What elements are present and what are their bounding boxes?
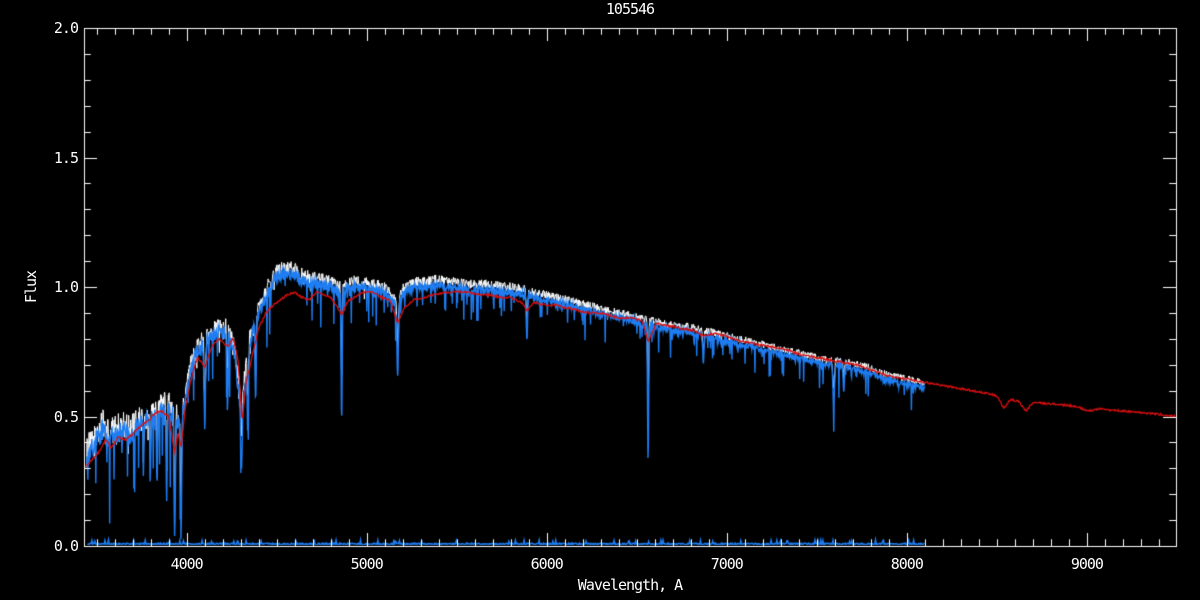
y-tick-label: 0.0 — [53, 537, 79, 555]
y-tick-label: 0.5 — [53, 407, 79, 426]
x-tick-label: 9000 — [1070, 555, 1104, 573]
y-tick-label: 1.5 — [53, 148, 79, 167]
x-tick-label: 8000 — [890, 555, 924, 573]
x-tick-label: 4000 — [170, 555, 204, 573]
x-tick-label: 5000 — [350, 555, 384, 573]
x-tick-label: 6000 — [530, 555, 564, 573]
y-tick-label: 2.0 — [53, 19, 79, 37]
x-tick-label: 7000 — [710, 555, 744, 573]
plot-title: 105546 — [605, 0, 655, 18]
x-axis-label: Wavelength, A — [577, 576, 683, 594]
y-tick-label: 1.0 — [53, 278, 79, 296]
